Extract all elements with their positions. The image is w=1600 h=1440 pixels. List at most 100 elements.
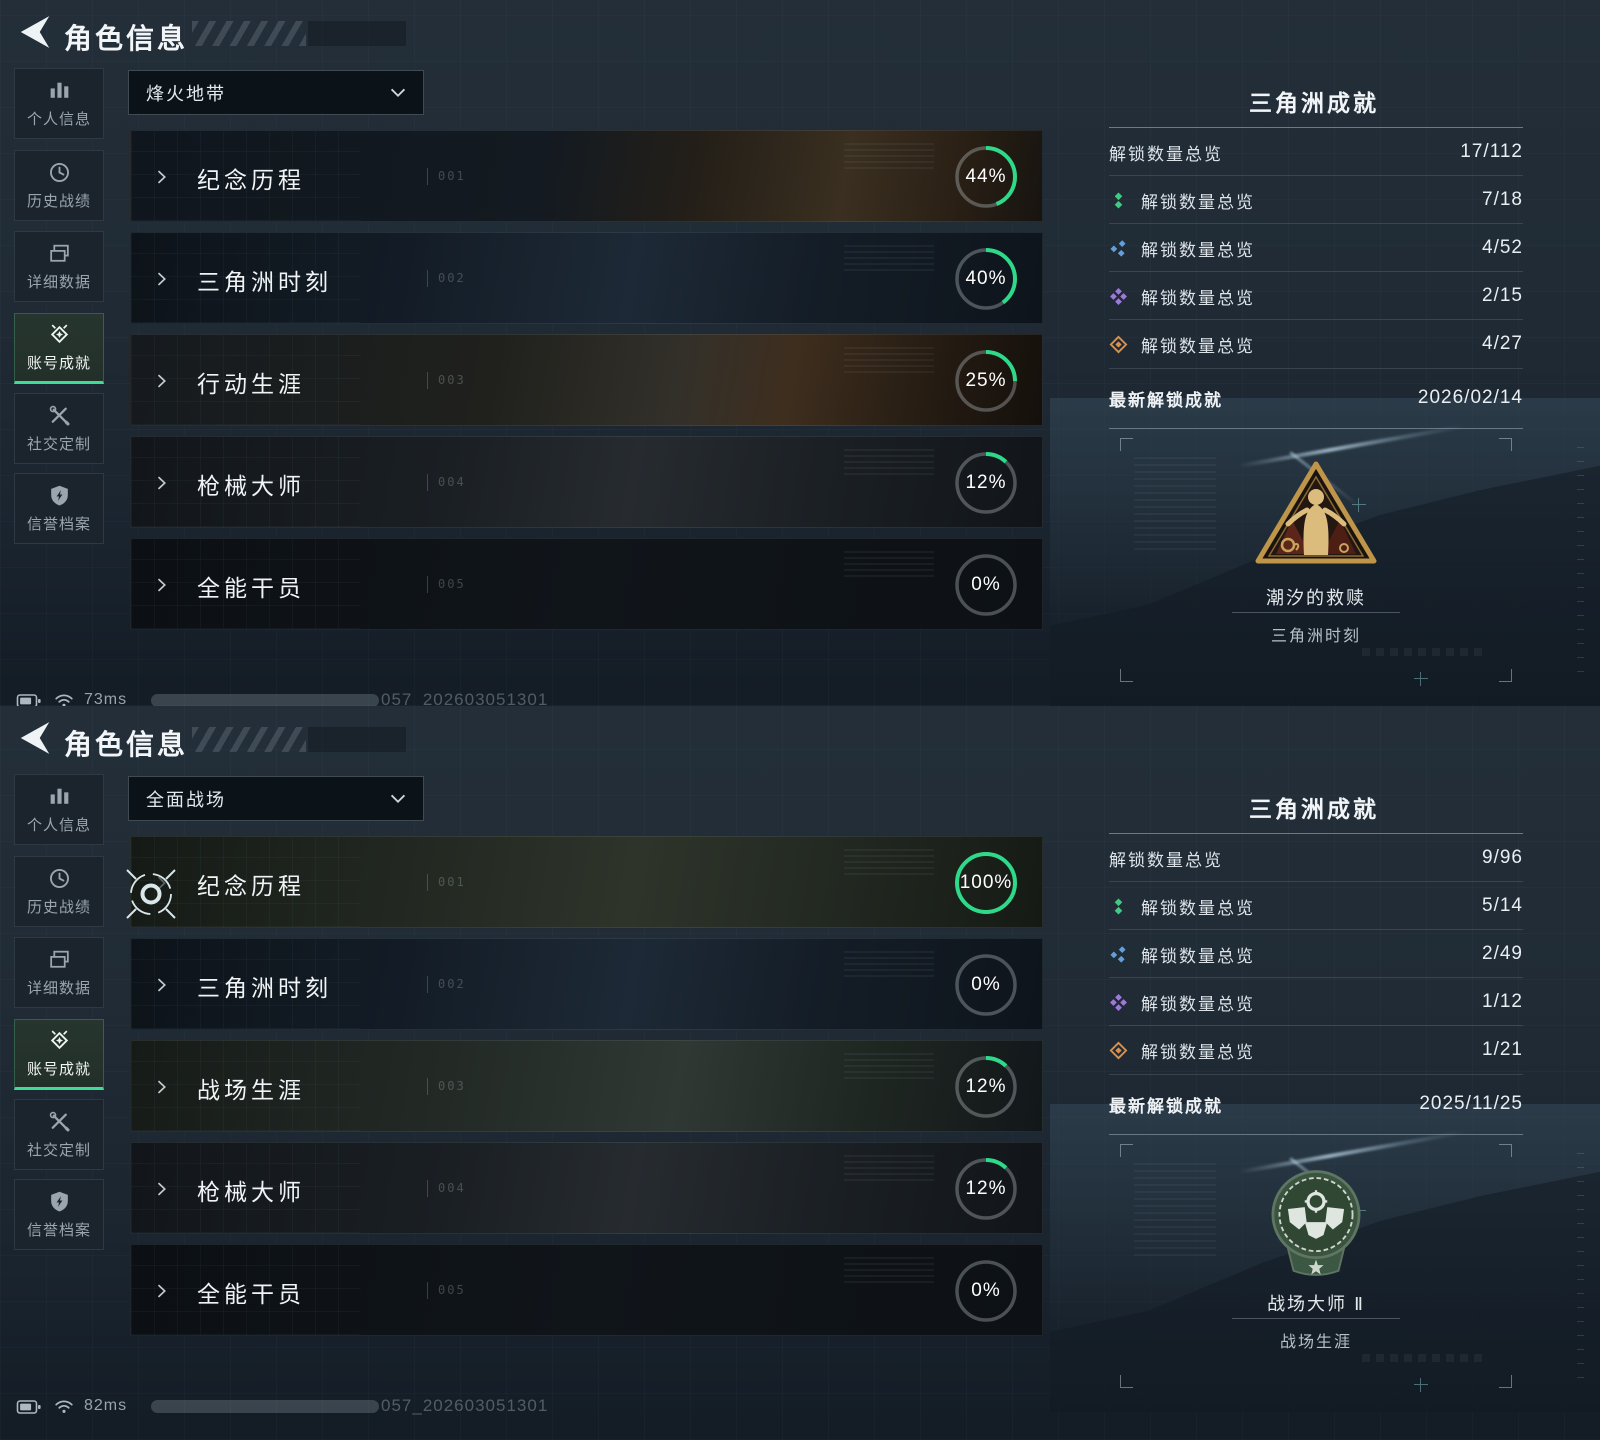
progress-ring: 12% (954, 1055, 1018, 1119)
achievement-category-row[interactable]: 枪械大师 004 12% (130, 436, 1043, 528)
sidebar-item-label: 详细数据 (26, 274, 91, 291)
sidebar-item-achievements[interactable]: 账号成就 (14, 313, 104, 384)
achievement-category-row[interactable]: 枪械大师 004 12% (130, 1142, 1043, 1234)
summary-total-row: 解锁数量总览 9/96 (1109, 833, 1523, 882)
summary-value: 1/21 (1482, 1039, 1523, 1060)
ping-value: 82ms (84, 1397, 128, 1414)
category-label: 枪械大师 (197, 1179, 305, 1205)
chevron-down-icon (387, 82, 409, 104)
chevron-right-icon (151, 269, 171, 289)
data-files-icon (47, 947, 72, 972)
latest-label: 最新解锁成就 (1109, 390, 1223, 410)
achievement-category-row[interactable]: 三角洲时刻 002 0% (130, 938, 1043, 1030)
achievement-category-row[interactable]: 纪念历程 001 100% (130, 836, 1043, 928)
summary-label: 解锁数量总览 (1141, 946, 1255, 966)
summary-value: 2/15 (1482, 285, 1523, 306)
achievement-category-row[interactable]: 全能干员 005 0% (130, 538, 1043, 630)
title-bar-decoration (308, 727, 406, 752)
category-index: 001 (427, 874, 466, 891)
summary-label: 解锁数量总览 (1141, 336, 1255, 356)
progress-percent: 12% (965, 1178, 1007, 1199)
tools-icon (47, 403, 72, 428)
sidebar-item-label: 社交定制 (26, 1142, 91, 1159)
sidebar-item-reputation[interactable]: 信誉档案 (14, 1179, 104, 1250)
divider (1109, 428, 1523, 429)
summary-total-row: 解锁数量总览 17/112 (1109, 127, 1523, 176)
sidebar-item-detailed-data[interactable]: 详细数据 (14, 231, 104, 302)
battery-icon (16, 1397, 43, 1417)
summary-label: 解锁数量总览 (1109, 850, 1223, 870)
chevron-right-icon (151, 873, 171, 893)
mode-dropdown-value: 烽火地带 (146, 83, 226, 104)
achievement-category-row[interactable]: 行动生涯 003 25% (130, 334, 1043, 426)
mode-dropdown[interactable]: 全面战场 (128, 776, 424, 821)
achievement-category-row[interactable]: 全能干员 005 0% (130, 1244, 1043, 1336)
latest-badge-frame: 战场大师 Ⅱ 战场生涯 (1120, 1144, 1512, 1388)
summary-label: 解锁数量总览 (1141, 898, 1255, 918)
sidebar-item-label: 信誉档案 (26, 1222, 91, 1239)
tier-orange-diamond-icon (1109, 335, 1128, 354)
category-index: 005 (427, 1282, 466, 1299)
summary-tier-row: 解锁数量总览 4/27 (1109, 319, 1523, 369)
category-index: 002 (427, 270, 466, 287)
sidebar-item-label: 社交定制 (26, 436, 91, 453)
tier-blue-diamonds-icon (1109, 945, 1128, 964)
achievement-medal-icon (47, 1028, 72, 1053)
badge-name: 战场大师 Ⅱ (1267, 1294, 1365, 1314)
category-index: 001 (427, 168, 466, 185)
page-title: 角色信息 (64, 23, 189, 54)
sidebar-item-achievements[interactable]: 账号成就 (14, 1019, 104, 1090)
grid-cross-mark (1414, 1378, 1428, 1392)
latest-badge-frame: 潮汐的救赎 三角洲时刻 (1120, 438, 1512, 682)
sidebar-item-personal-info[interactable]: 个人信息 (14, 774, 104, 845)
category-label: 全能干员 (197, 575, 305, 601)
sidebar-item-reputation[interactable]: 信誉档案 (14, 473, 104, 544)
mode-dropdown-value: 全面战场 (146, 789, 226, 810)
summary-tier-row: 解锁数量总览 2/15 (1109, 271, 1523, 320)
data-files-icon (47, 241, 72, 266)
chevron-right-icon (151, 1281, 171, 1301)
back-arrow-icon[interactable] (16, 719, 54, 757)
sidebar-item-personal-info[interactable]: 个人信息 (14, 68, 104, 139)
achievement-category-row[interactable]: 战场生涯 003 12% (130, 1040, 1043, 1132)
sidebar-item-history[interactable]: 历史战绩 (14, 856, 104, 927)
redaction-bar (151, 1400, 379, 1413)
progress-percent: 100% (959, 872, 1013, 893)
category-label: 枪械大师 (197, 473, 305, 499)
decorative-ruler (1577, 434, 1584, 672)
category-label: 纪念历程 (197, 167, 305, 193)
category-index: 002 (427, 976, 466, 993)
summary-value: 5/14 (1482, 895, 1523, 916)
character-info-screen-battlefield: 角色信息 个人信息 历史战绩 详细数据 账号成就 社交定制 信誉档案 全面战场 … (0, 706, 1600, 1440)
category-label: 行动生涯 (197, 371, 305, 397)
divider (1109, 1134, 1523, 1135)
bar-chart-icon (47, 78, 72, 103)
summary-value: 17/112 (1460, 141, 1523, 162)
back-arrow-icon[interactable] (16, 13, 54, 51)
tier-blue-diamonds-icon (1109, 239, 1128, 258)
bar-chart-icon (47, 784, 72, 809)
achievement-category-row[interactable]: 三角洲时刻 002 40% (130, 232, 1043, 324)
sidebar-item-label: 个人信息 (26, 111, 91, 128)
title-hatch-decoration (192, 21, 306, 46)
sidebar-item-label: 账号成就 (26, 1061, 91, 1078)
achievement-category-row[interactable]: 纪念历程 001 44% (130, 130, 1043, 222)
summary-label: 解锁数量总览 (1109, 144, 1223, 164)
sidebar-item-history[interactable]: 历史战绩 (14, 150, 104, 221)
category-index: 004 (427, 474, 466, 491)
status-bar: 73ms 057_202603051301 (0, 688, 1600, 706)
sidebar-item-social[interactable]: 社交定制 (14, 393, 104, 464)
mode-dropdown[interactable]: 烽火地带 (128, 70, 424, 115)
sidebar-item-social[interactable]: 社交定制 (14, 1099, 104, 1170)
summary-value: 4/52 (1482, 237, 1523, 258)
summary-value: 7/18 (1482, 189, 1523, 210)
summary-tier-row: 解锁数量总览 2/49 (1109, 929, 1523, 978)
decorative-readout (1134, 1160, 1216, 1256)
summary-value: 9/96 (1482, 847, 1523, 868)
progress-percent: 12% (965, 472, 1007, 493)
sidebar-item-detailed-data[interactable]: 详细数据 (14, 937, 104, 1008)
grid-cross-mark (1352, 498, 1366, 512)
tier-green-diamonds-icon (1109, 191, 1128, 210)
chevron-right-icon (151, 371, 171, 391)
summary-label: 解锁数量总览 (1141, 1042, 1255, 1062)
